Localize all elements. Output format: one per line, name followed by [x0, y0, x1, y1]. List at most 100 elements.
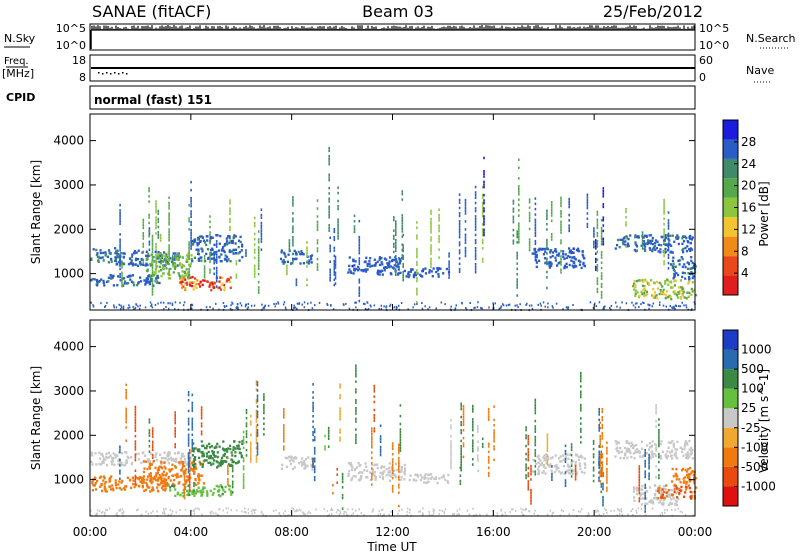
- range-cell: [670, 502, 673, 505]
- range-cell: [160, 475, 163, 478]
- range-cell: [385, 305, 388, 308]
- range-cell: [148, 460, 152, 463]
- range-cell: [569, 472, 573, 475]
- range-cell: [641, 231, 644, 234]
- range-cell: [229, 220, 231, 224]
- range-cell: [679, 297, 682, 300]
- range-cell: [201, 450, 204, 454]
- range-cell: [190, 308, 193, 311]
- range-cell: [257, 291, 260, 294]
- range-cell: [518, 241, 520, 244]
- range-cell: [398, 478, 400, 481]
- range-cell: [596, 279, 599, 283]
- range-cell: [440, 476, 444, 479]
- range-cell: [97, 260, 100, 263]
- range-cell: [168, 252, 170, 255]
- range-cell: [560, 460, 563, 463]
- range-cell: [560, 202, 562, 205]
- range-cell: [313, 436, 316, 439]
- cpid-label: CPID: [6, 91, 35, 104]
- range-cell: [583, 471, 586, 475]
- range-cell: [157, 479, 160, 482]
- range-cell: [564, 449, 567, 453]
- range-cell: [110, 457, 114, 460]
- range-cell: [474, 228, 477, 231]
- range-cell: [225, 237, 228, 240]
- range-cell: [187, 271, 190, 274]
- range-cell: [487, 442, 490, 446]
- range-cell: [158, 465, 161, 468]
- range-cell: [303, 513, 305, 515]
- range-cell: [376, 269, 380, 272]
- range-cell: [312, 462, 314, 466]
- range-cell: [546, 246, 548, 250]
- range-cell: [189, 284, 192, 287]
- range-cell: [560, 509, 563, 512]
- range-cell: [663, 198, 665, 202]
- range-cell: [518, 214, 520, 217]
- range-cell: [293, 510, 296, 513]
- range-cell: [690, 287, 693, 291]
- range-cell: [155, 280, 157, 283]
- range-cell: [223, 286, 226, 289]
- range-cell: [460, 450, 462, 453]
- range-cell: [546, 209, 548, 213]
- range-cell: [180, 474, 183, 478]
- range-cell: [580, 427, 582, 431]
- range-cell: [187, 484, 190, 487]
- range-cell: [144, 283, 147, 286]
- range-cell: [161, 481, 164, 485]
- range-cell: [549, 256, 552, 259]
- range-cell: [373, 400, 376, 404]
- range-cell: [357, 265, 360, 269]
- range-cell: [644, 451, 646, 455]
- range-cell: [671, 508, 673, 511]
- range-cell: [693, 266, 696, 269]
- range-cell: [602, 189, 605, 193]
- range-cell: [574, 467, 577, 470]
- range-cell: [542, 456, 545, 459]
- range-cell: [327, 434, 330, 438]
- range-cell: [151, 445, 154, 449]
- range-cell: [132, 281, 135, 284]
- range-cell: [534, 239, 537, 243]
- range-cell: [550, 232, 553, 236]
- range-cell: [373, 419, 376, 422]
- range-cell: [644, 459, 646, 463]
- range-cell: [492, 302, 494, 305]
- range-cell: [592, 466, 595, 469]
- range-cell: [596, 263, 599, 267]
- range-cell: [574, 464, 577, 468]
- range-cell: [200, 425, 203, 428]
- range-cell: [114, 256, 117, 259]
- range-cell: [300, 464, 304, 467]
- range-cell: [323, 508, 325, 511]
- range-cell: [586, 222, 589, 226]
- range-cell: [260, 229, 263, 233]
- range-cell: [474, 271, 477, 274]
- nave-sample: [106, 72, 108, 74]
- range-cell: [371, 467, 373, 470]
- range-cell: [688, 276, 691, 279]
- range-cell: [689, 473, 692, 476]
- range-cell: [257, 262, 260, 265]
- range-cell: [560, 471, 563, 474]
- range-cell: [431, 514, 433, 517]
- range-cell: [121, 271, 123, 274]
- range-cell: [640, 303, 642, 306]
- range-cell: [537, 303, 539, 306]
- range-cell: [353, 225, 356, 228]
- range-cell: [660, 291, 663, 295]
- range-cell: [193, 450, 195, 453]
- range-cell: [527, 448, 530, 451]
- range-cell: [109, 488, 112, 491]
- range-cell: [180, 455, 183, 458]
- range-cell: [539, 459, 542, 462]
- range-cell: [394, 462, 398, 466]
- range-cell: [171, 302, 174, 305]
- range-cell: [635, 492, 639, 496]
- range-cell: [164, 474, 167, 477]
- range-cell: [150, 511, 152, 514]
- range-cell: [659, 248, 662, 251]
- range-cell: [237, 306, 239, 309]
